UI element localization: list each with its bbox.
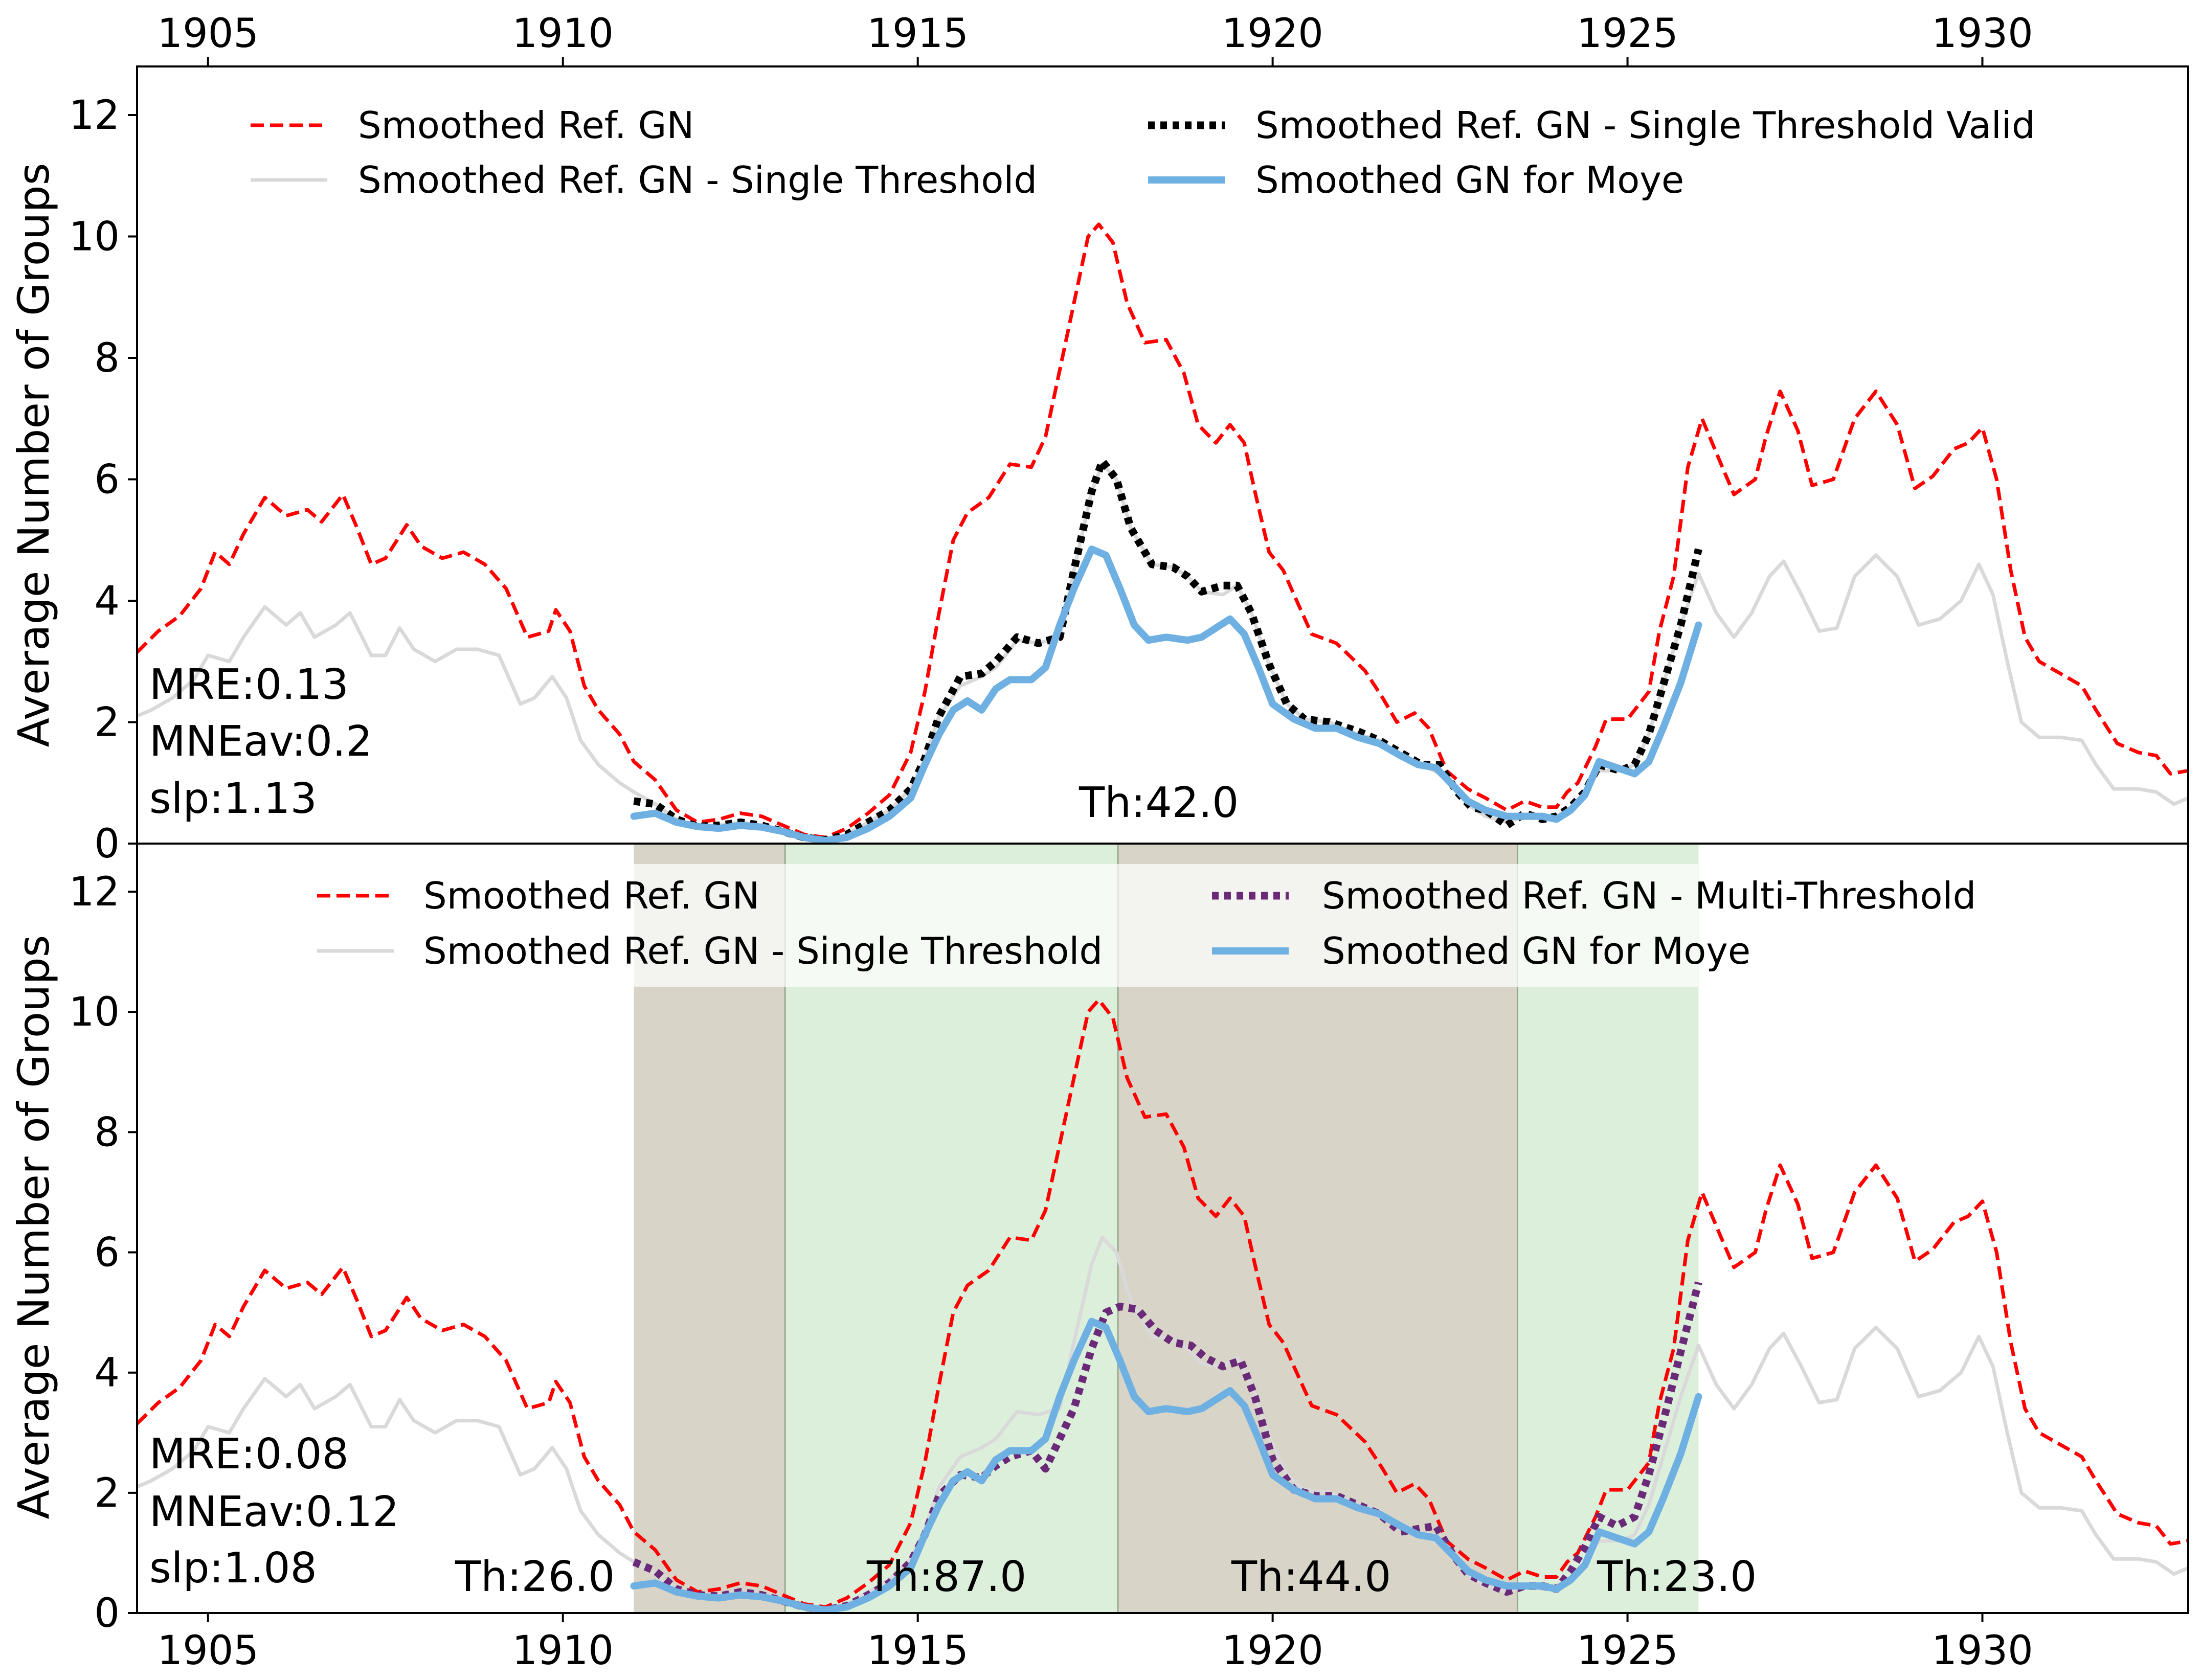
bottom-legend: Smoothed Ref. GN Smoothed Ref. GN - Sing… xyxy=(302,864,1976,987)
bottom-threshold-label-2: Th:87.0 xyxy=(866,1553,1026,1601)
top-legend: Smoothed Ref. GN Smoothed Ref. GN - Sing… xyxy=(251,104,2035,201)
bottom-x-tick-label-1910: 1910 xyxy=(512,1628,614,1674)
top-x-tick-label-1920: 1920 xyxy=(1222,11,1323,57)
top-y-tick-label-8: 8 xyxy=(94,335,120,381)
top-y-tick-label-0: 0 xyxy=(94,821,120,867)
bottom-x-tick-label-1925: 1925 xyxy=(1577,1628,1678,1674)
top-y-tick-label-4: 4 xyxy=(94,578,120,624)
bottom-stat-mneav: MNEav:0.12 xyxy=(149,1488,399,1536)
bottom-legend-box xyxy=(302,864,1698,987)
top-y-tick-label-6: 6 xyxy=(94,457,120,503)
bottom-x-tick-label-1920: 1920 xyxy=(1222,1628,1323,1674)
bottom-x-tick-label-1930: 1930 xyxy=(1932,1628,2033,1674)
bottom-threshold-label-1: Th:26.0 xyxy=(455,1553,615,1601)
bottom-y-tick-label-6: 6 xyxy=(94,1230,120,1276)
bottom-y-axis-label: Average Number of Groups xyxy=(9,935,59,1519)
bottom-y-tick-label-8: 8 xyxy=(94,1109,120,1155)
bottom-x-tick-label-1905: 1905 xyxy=(158,1628,259,1674)
top-legend-moye-label: Smoothed GN for Moye xyxy=(1255,158,1684,201)
bottom-y-tick-label-10: 10 xyxy=(69,989,120,1035)
bottom-threshold-label-3: Th:44.0 xyxy=(1231,1553,1391,1601)
bottom-series-lines xyxy=(137,998,2188,1613)
bottom-panel: 1905 1910 1915 1920 1925 1930 0 2 4 6 8 10 12 Averag… xyxy=(9,843,2189,1674)
top-stat-slp: slp:1.13 xyxy=(149,775,317,823)
bottom-stat-slp: slp:1.08 xyxy=(149,1544,317,1593)
top-x-tick-label-1915: 1915 xyxy=(867,11,969,57)
top-stat-mneav: MNEav:0.2 xyxy=(149,717,372,766)
bottom-legend-multi-label: Smoothed Ref. GN - Multi-Threshold xyxy=(1322,874,1976,917)
top-series-smoothed-ref-gn-single-threshold xyxy=(137,462,2188,842)
bottom-y-tick-label-0: 0 xyxy=(94,1591,120,1637)
bottom-legend-moye-label: Smoothed GN for Moye xyxy=(1322,929,1750,972)
top-y-tick-label-10: 10 xyxy=(69,214,120,260)
bottom-y-tick-label-12: 12 xyxy=(69,869,120,915)
bottom-legend-single-label: Smoothed Ref. GN - Single Threshold xyxy=(423,929,1103,972)
top-threshold-label: Th:42.0 xyxy=(1079,779,1239,827)
top-x-tick-label-1910: 1910 xyxy=(512,11,614,57)
top-legend-ref-label: Smoothed Ref. GN xyxy=(358,104,694,147)
bottom-x-tick-label-1915: 1915 xyxy=(867,1628,969,1674)
top-y-tick-label-12: 12 xyxy=(69,93,120,139)
bottom-y-tick-label-2: 2 xyxy=(94,1470,120,1516)
top-y-axis-label: Average Number of Groups xyxy=(9,163,59,747)
top-stat-mre: MRE:0.13 xyxy=(149,661,349,709)
top-x-tick-label-1925: 1925 xyxy=(1577,11,1678,57)
bottom-threshold-label-4: Th:23.0 xyxy=(1597,1553,1757,1601)
bottom-axis-ticks: 1905 1910 1915 1920 1925 1930 0 2 4 6 8 10 12 xyxy=(69,869,2033,1674)
top-series-lines xyxy=(137,222,2188,844)
top-x-tick-label-1905: 1905 xyxy=(158,11,259,57)
top-axis-ticks: 1905 1910 1915 1920 1925 1930 0 2 4 6 8 10 12 xyxy=(69,11,2033,867)
bottom-axes-frame xyxy=(136,843,2189,1614)
top-panel: 1905 1910 1915 1920 1925 1930 0 2 4 6 8 10 12 Averag… xyxy=(9,11,2189,867)
top-x-tick-label-1930: 1930 xyxy=(1932,11,2033,57)
bottom-legend-ref-label: Smoothed Ref. GN xyxy=(423,874,759,917)
top-series-smoothed-ref-gn xyxy=(137,222,2188,839)
bottom-series-smoothed-ref-gn xyxy=(137,998,2188,1609)
top-legend-single-label: Smoothed Ref. GN - Single Threshold xyxy=(358,158,1037,201)
bottom-stat-mre: MRE:0.08 xyxy=(149,1430,349,1479)
bottom-y-tick-label-4: 4 xyxy=(94,1350,120,1396)
bottom-series-smoothed-gn-for-moye xyxy=(630,1318,1702,1613)
top-series-smoothed-gn-for-moye xyxy=(630,546,1702,844)
top-y-tick-label-2: 2 xyxy=(94,700,120,746)
top-legend-valid-label: Smoothed Ref. GN - Single Threshold Vali… xyxy=(1255,104,2035,147)
